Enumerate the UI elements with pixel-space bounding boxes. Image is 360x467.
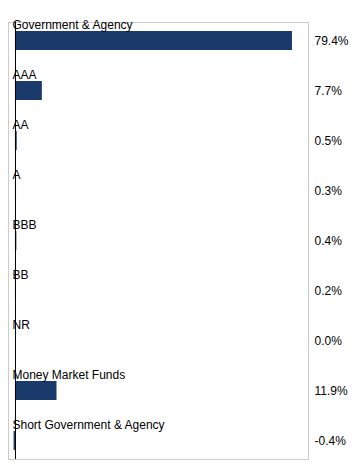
svg-text:0.4%: 0.4% (315, 234, 343, 248)
svg-text:Short Government & Agency: Short Government & Agency (13, 418, 165, 432)
svg-text:Money Market Funds: Money Market Funds (13, 368, 126, 382)
svg-text:AAA: AAA (13, 68, 37, 82)
svg-text:0.2%: 0.2% (315, 284, 343, 298)
svg-text:A: A (13, 168, 21, 182)
svg-text:0.5%: 0.5% (315, 134, 343, 148)
svg-text:11.9%: 11.9% (315, 384, 348, 398)
svg-text:Government & Agency: Government & Agency (13, 18, 133, 32)
svg-text:AA: AA (13, 118, 29, 132)
svg-text:7.7%: 7.7% (315, 84, 343, 98)
svg-text:BB: BB (13, 268, 29, 282)
svg-text:0.0%: 0.0% (315, 334, 343, 348)
svg-text:NR: NR (13, 318, 31, 332)
svg-text:BBB: BBB (13, 218, 37, 232)
svg-text:-0.4%: -0.4% (315, 434, 347, 448)
svg-text:79.4%: 79.4% (315, 34, 349, 48)
svg-text:0.3%: 0.3% (315, 184, 343, 198)
